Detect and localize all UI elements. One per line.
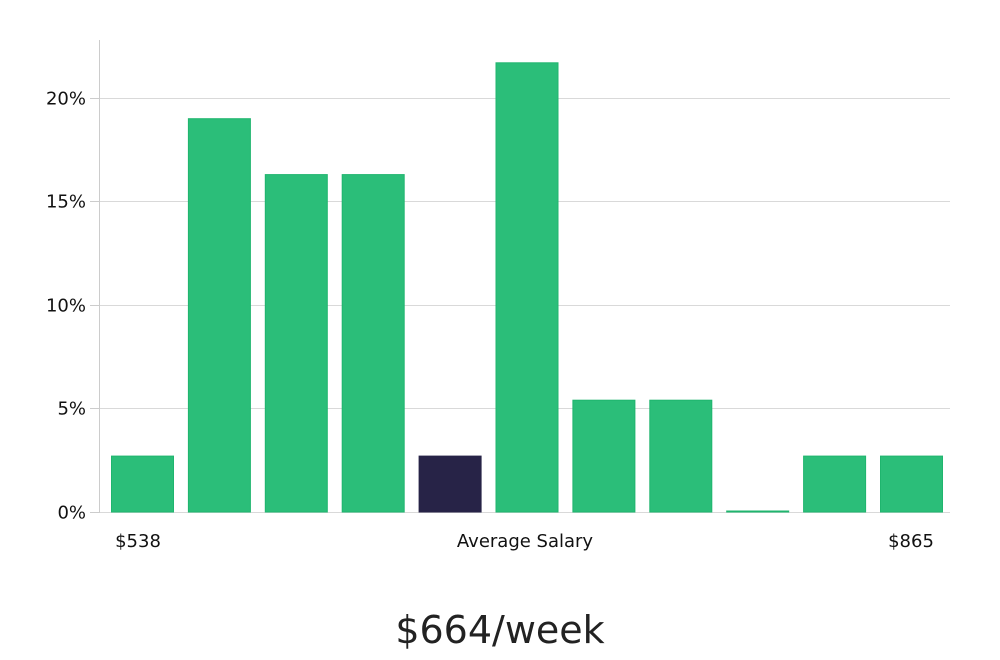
- x-label-max: $865: [888, 531, 934, 552]
- y-tick-label: 5%: [57, 399, 86, 420]
- x-label-center: Average Salary: [457, 531, 594, 552]
- bar: [264, 174, 328, 513]
- bar-highlighted: [418, 455, 482, 513]
- bar: [495, 62, 559, 513]
- y-tick-label: 0%: [57, 503, 86, 524]
- bar: [649, 399, 713, 513]
- bar: [341, 174, 405, 513]
- salary-histogram: 0% 5% 10% 15% 20% $538 Average Salary $865: [46, 40, 950, 552]
- y-tick-label: 15%: [46, 192, 86, 213]
- x-label-min: $538: [115, 531, 161, 552]
- bar: [803, 455, 867, 513]
- y-tick-label: 20%: [46, 89, 86, 110]
- bar: [726, 510, 790, 513]
- y-tick-label: 10%: [46, 296, 86, 317]
- bar: [111, 455, 174, 513]
- average-salary-value: $664/week: [395, 608, 605, 652]
- bar: [880, 455, 943, 513]
- bars: [111, 62, 943, 513]
- bar: [187, 118, 251, 513]
- bar: [572, 399, 636, 513]
- y-axis-ticks: 0% 5% 10% 15% 20%: [46, 89, 100, 524]
